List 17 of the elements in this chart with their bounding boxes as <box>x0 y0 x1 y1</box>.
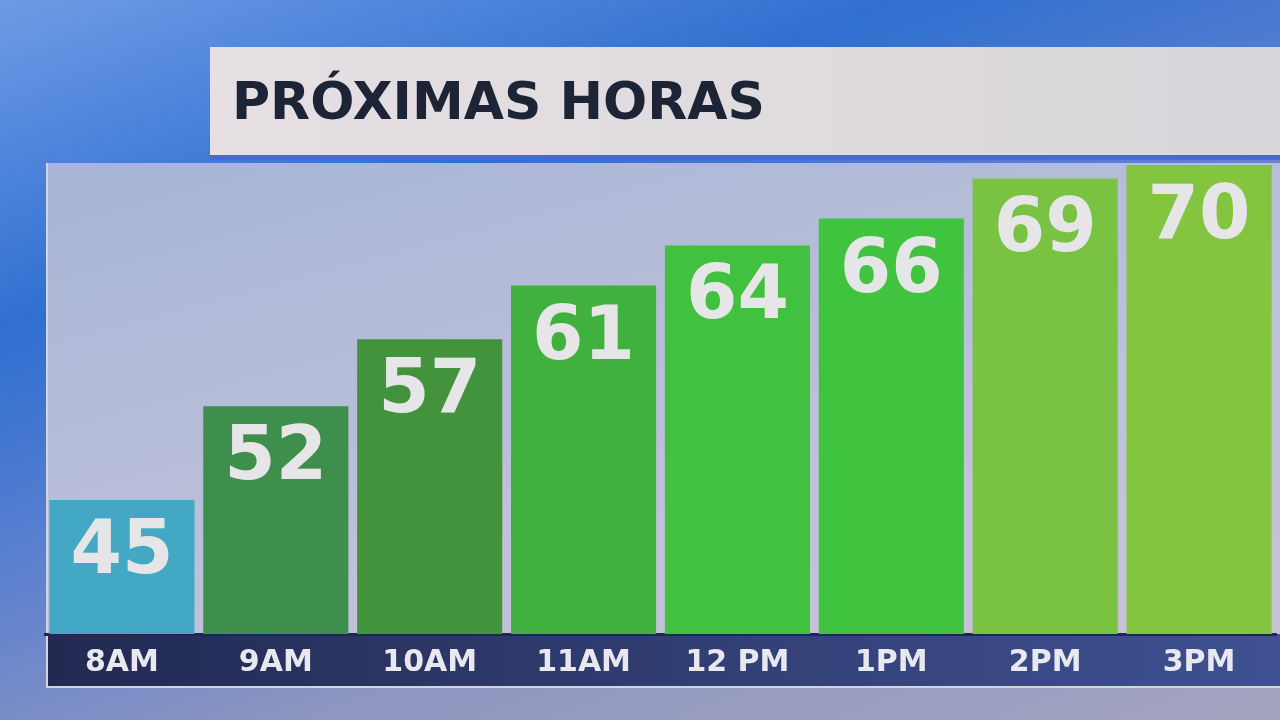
data-label: 66 <box>839 222 943 309</box>
x-tick-label: 9AM <box>238 642 313 678</box>
x-tick-label: 8AM <box>84 642 159 678</box>
x-tick-label: 10AM <box>382 642 478 678</box>
x-tick-label: 1PM <box>854 642 928 678</box>
x-tick-label: 3PM <box>1162 642 1236 678</box>
data-label: 69 <box>993 182 1097 269</box>
data-label: 70 <box>1147 169 1251 255</box>
data-label: 45 <box>70 504 174 590</box>
x-tick-label: 11AM <box>536 642 631 678</box>
chart-title: PRÓXIMAS HORAS <box>232 69 765 133</box>
x-tick-label: 2PM <box>1008 642 1082 678</box>
data-label: 52 <box>224 410 328 497</box>
data-label: 64 <box>685 249 789 336</box>
data-label: 57 <box>378 343 482 430</box>
data-label: 61 <box>532 289 636 376</box>
x-tick-label: 12 PM <box>685 642 790 678</box>
